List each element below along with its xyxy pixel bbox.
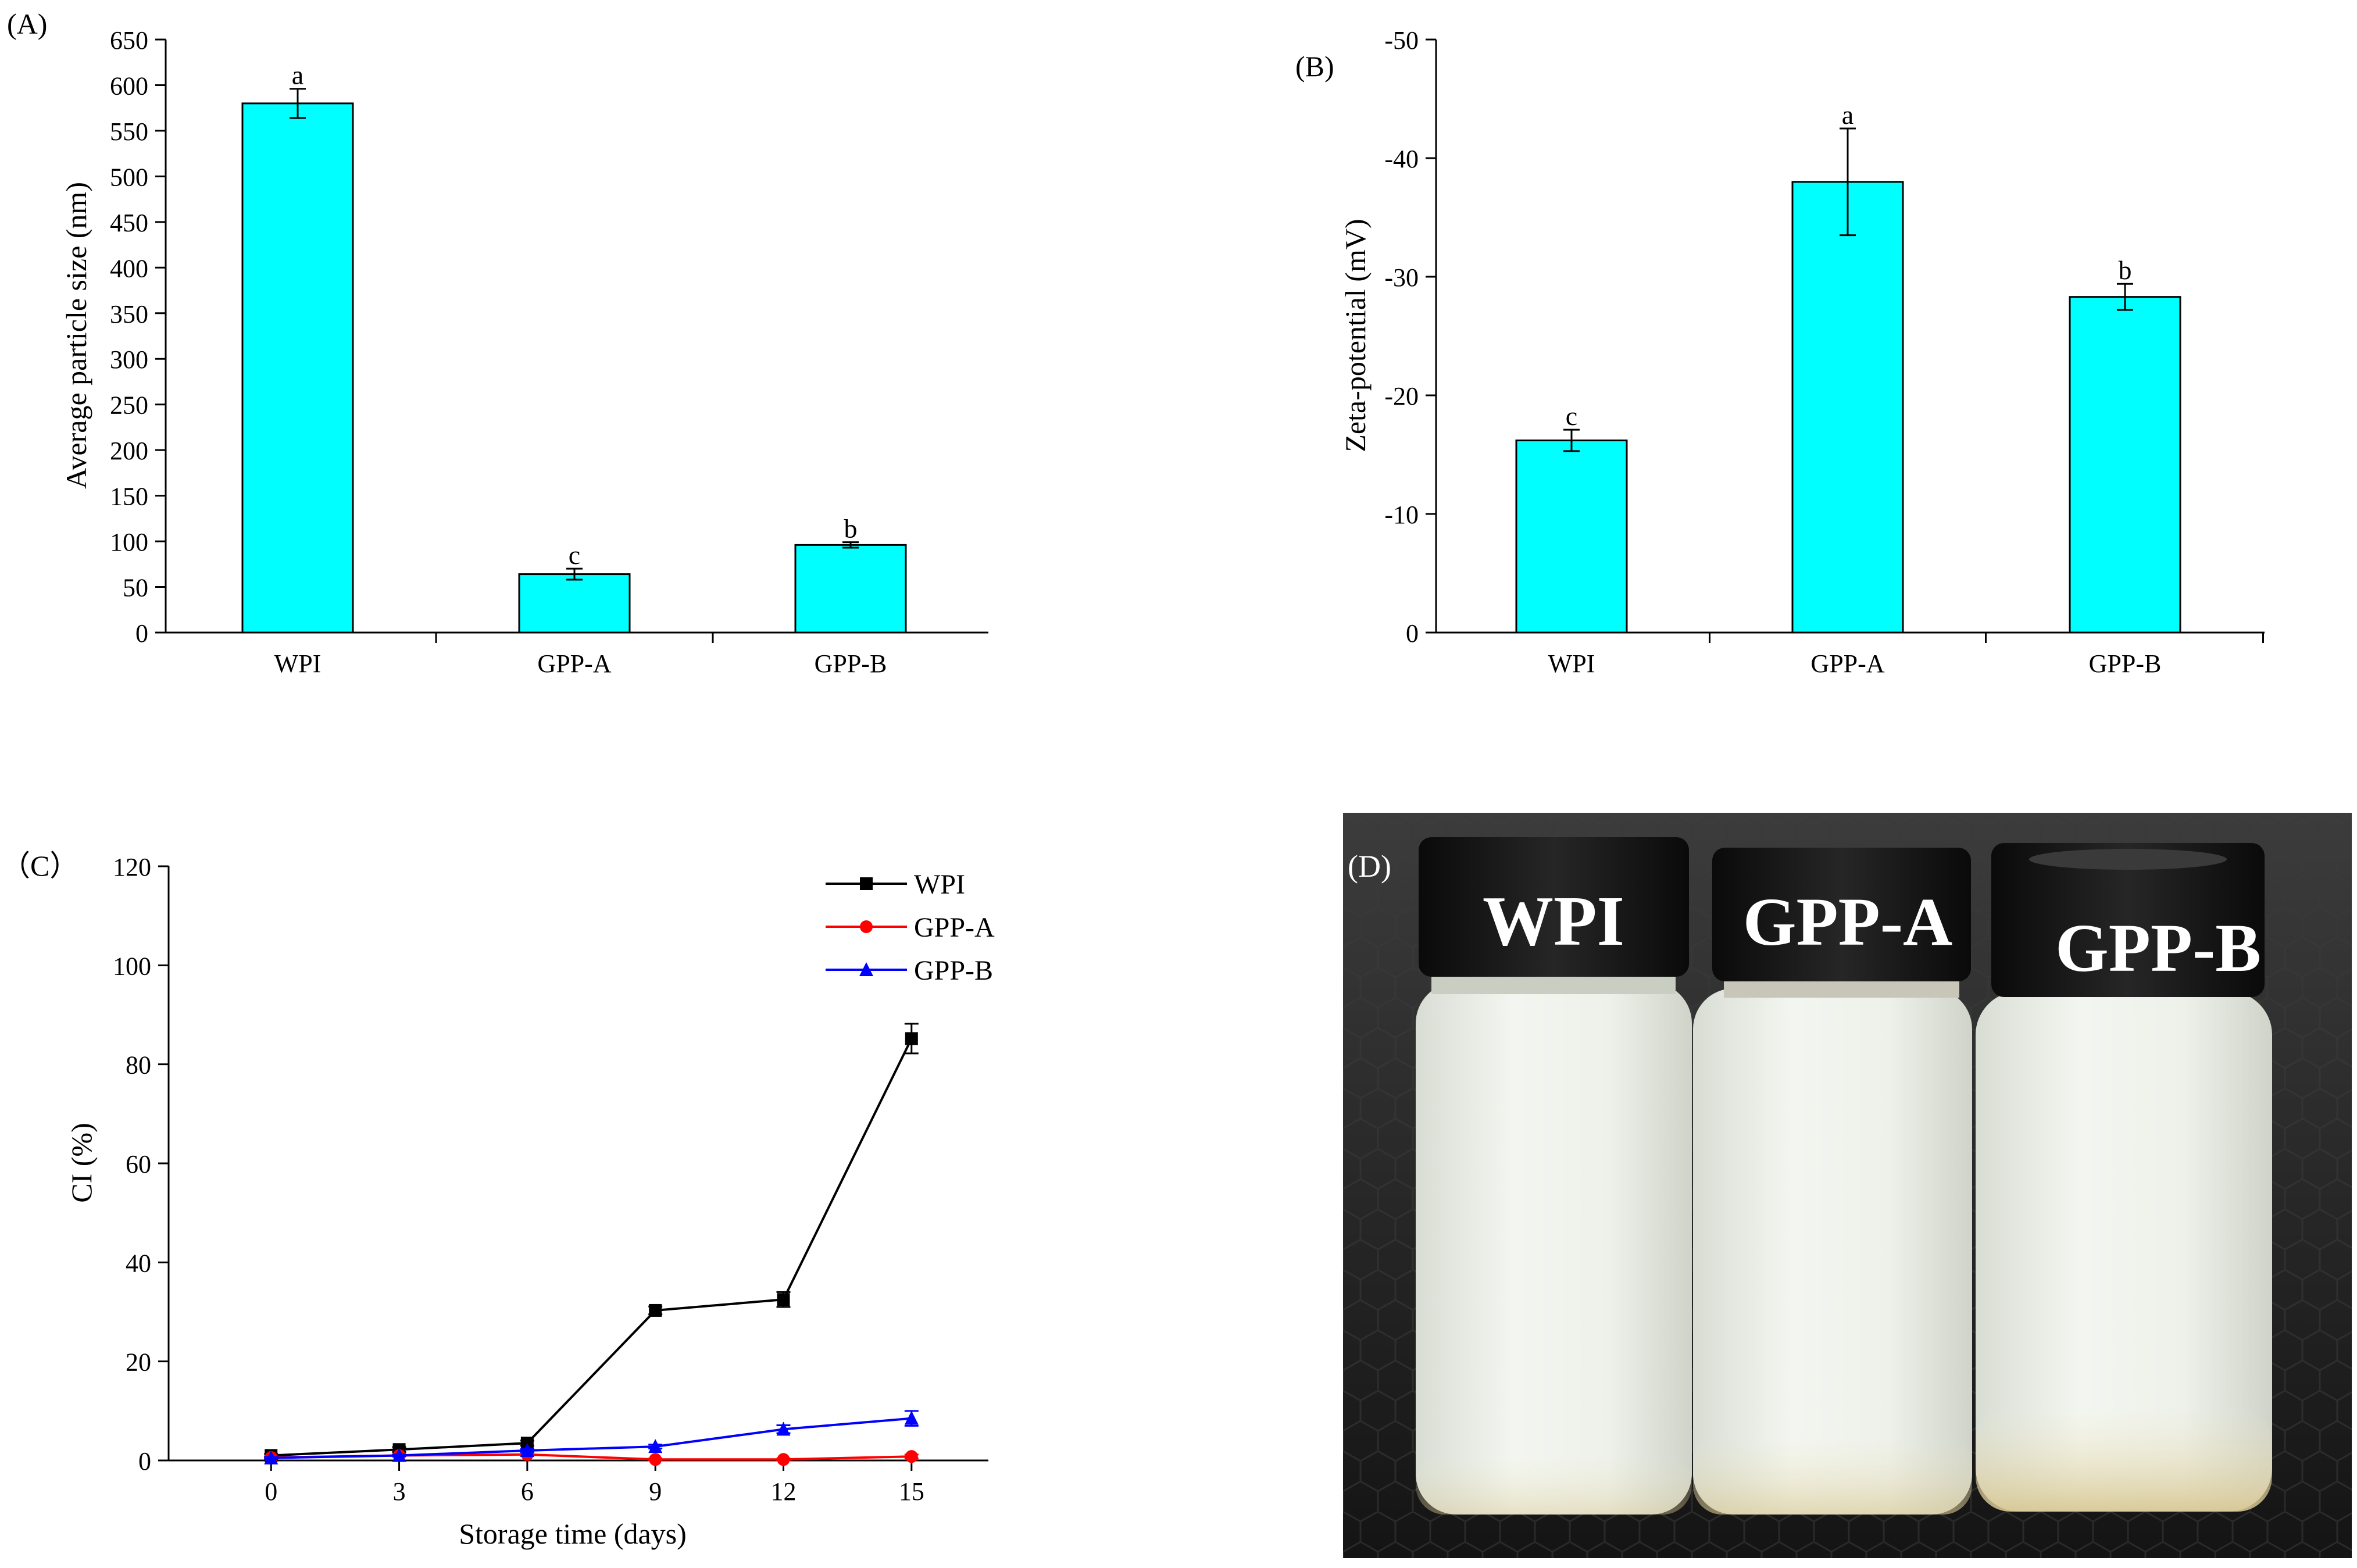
y-tick-label: 300: [110, 345, 148, 374]
bar-gpp-b: [794, 544, 907, 634]
y-tick-label: -10: [1384, 501, 1419, 529]
x-tick-label: GPP-B: [2089, 649, 2162, 678]
vial-gpp-a: GPP-A: [1693, 848, 1972, 1515]
legend-marker-wpi: [860, 877, 873, 890]
y-tick-label: 0: [135, 619, 148, 648]
x-tick-label: GPP-A: [537, 649, 611, 678]
point-gpp-b: [264, 1450, 278, 1465]
y-tick-label: 100: [113, 952, 151, 980]
vial-label-wpi: WPI: [1483, 882, 1624, 960]
legend-marker-gpp-b: [859, 962, 873, 976]
y-tick-label: -30: [1384, 263, 1419, 292]
vial-wpi: WPI: [1416, 837, 1692, 1515]
vial-gpp-b: GPP-B: [1976, 843, 2272, 1512]
significance-letter: c: [569, 540, 580, 570]
y-tick-label: 450: [110, 209, 148, 237]
vial-label-gpp-b: GPP-B: [2055, 910, 2261, 986]
significance-letter: a: [1842, 100, 1854, 130]
panel-c-label: （C）: [1, 849, 78, 882]
y-tick-label: 400: [110, 254, 148, 283]
bar-wpi: [241, 102, 354, 634]
x-tick-label: 6: [521, 1477, 534, 1506]
y-tick-label: 650: [110, 26, 148, 55]
significance-letter: b: [844, 514, 858, 544]
x-tick-label: 12: [771, 1477, 797, 1506]
y-tick-label: 0: [138, 1447, 151, 1476]
x-tick-label: 3: [393, 1477, 406, 1506]
y-tick-label: 600: [110, 72, 148, 100]
x-tick-label: 0: [265, 1477, 277, 1506]
significance-letter: a: [292, 60, 303, 90]
panel-b-bar-chart: (B) 0 -10 -20 -30 -40 -50 Zeta-potential (mV)…: [1295, 26, 2265, 678]
bar-wpi: [1515, 440, 1628, 634]
y-tick-label: 50: [123, 574, 148, 602]
y-tick-label: 80: [126, 1051, 151, 1080]
y-tick-label: 550: [110, 117, 148, 146]
point-wpi: [905, 1032, 918, 1045]
panel-b-label: (B): [1295, 50, 1334, 83]
point-gpp-b: [776, 1421, 791, 1436]
vial-label-gpp-a: GPP-A: [1743, 884, 1952, 960]
point-gpp-b: [648, 1439, 663, 1453]
panel-a-y-axis-title: Average particle size (nm): [60, 182, 92, 489]
point-wpi: [777, 1293, 790, 1306]
point-gpp-a: [649, 1453, 662, 1466]
y-tick-label: 250: [110, 391, 148, 420]
y-tick-label: 0: [1406, 619, 1419, 648]
x-tick-label: GPP-A: [1810, 649, 1884, 678]
y-tick-label: -40: [1384, 145, 1419, 173]
legend-label-gpp-a: GPP-A: [914, 912, 995, 943]
point-gpp-b: [520, 1442, 534, 1457]
x-tick-label: GPP-B: [815, 649, 887, 678]
y-tick-label: 60: [126, 1150, 151, 1178]
legend-label-wpi: WPI: [914, 869, 965, 900]
x-tick-label: 15: [899, 1477, 924, 1506]
panel-a-label: (A): [7, 8, 47, 40]
significance-letter: b: [2119, 255, 2132, 285]
y-tick-label: 150: [110, 483, 148, 511]
series-line-wpi: [271, 1038, 913, 1457]
y-tick-label: 200: [110, 437, 148, 465]
y-tick-label: 500: [110, 163, 148, 191]
panel-c-line-chart: （C） 0 20 40 60 80 100 120 0 3 6 9 12 15 CI (%) Stora…: [1, 849, 995, 1550]
x-tick-label: 9: [649, 1477, 662, 1506]
y-tick-label: -20: [1384, 382, 1419, 410]
panel-a-bar-chart: (A) 0 50 100 150 200 250 300 350 400 450 500 550 600…: [7, 8, 988, 678]
bar-gpp-a: [518, 573, 631, 634]
y-tick-label: 120: [113, 853, 151, 881]
bar-gpp-a: [1791, 181, 1904, 634]
panel-c-x-axis-title: Storage time (days): [459, 1517, 687, 1550]
panel-d-label: (D): [1348, 849, 1391, 884]
legend-label-gpp-b: GPP-B: [914, 955, 993, 986]
significance-letter: c: [1566, 401, 1577, 431]
x-tick-label: WPI: [1548, 649, 1595, 678]
y-tick-label: -50: [1384, 26, 1419, 55]
y-tick-label: 350: [110, 300, 148, 328]
x-tick-label: WPI: [274, 649, 322, 678]
point-wpi: [649, 1303, 662, 1317]
point-gpp-a: [777, 1453, 790, 1466]
panel-b-y-axis-title: Zeta-potential (mV): [1339, 219, 1372, 452]
point-gpp-a: [905, 1450, 918, 1463]
point-gpp-b: [392, 1448, 406, 1462]
panel-d-photo: WPI GPP-A GPP-B (D): [1343, 813, 2352, 1558]
panel-c-y-axis-title: CI (%): [65, 1123, 98, 1202]
bar-gpp-b: [2069, 296, 2181, 634]
y-tick-label: 100: [110, 528, 148, 556]
y-tick-label: 20: [126, 1348, 151, 1377]
legend-marker-gpp-a: [860, 920, 873, 933]
series-line-gpp-b: [271, 1417, 912, 1459]
point-gpp-b: [904, 1410, 919, 1425]
y-tick-label: 40: [126, 1249, 151, 1277]
